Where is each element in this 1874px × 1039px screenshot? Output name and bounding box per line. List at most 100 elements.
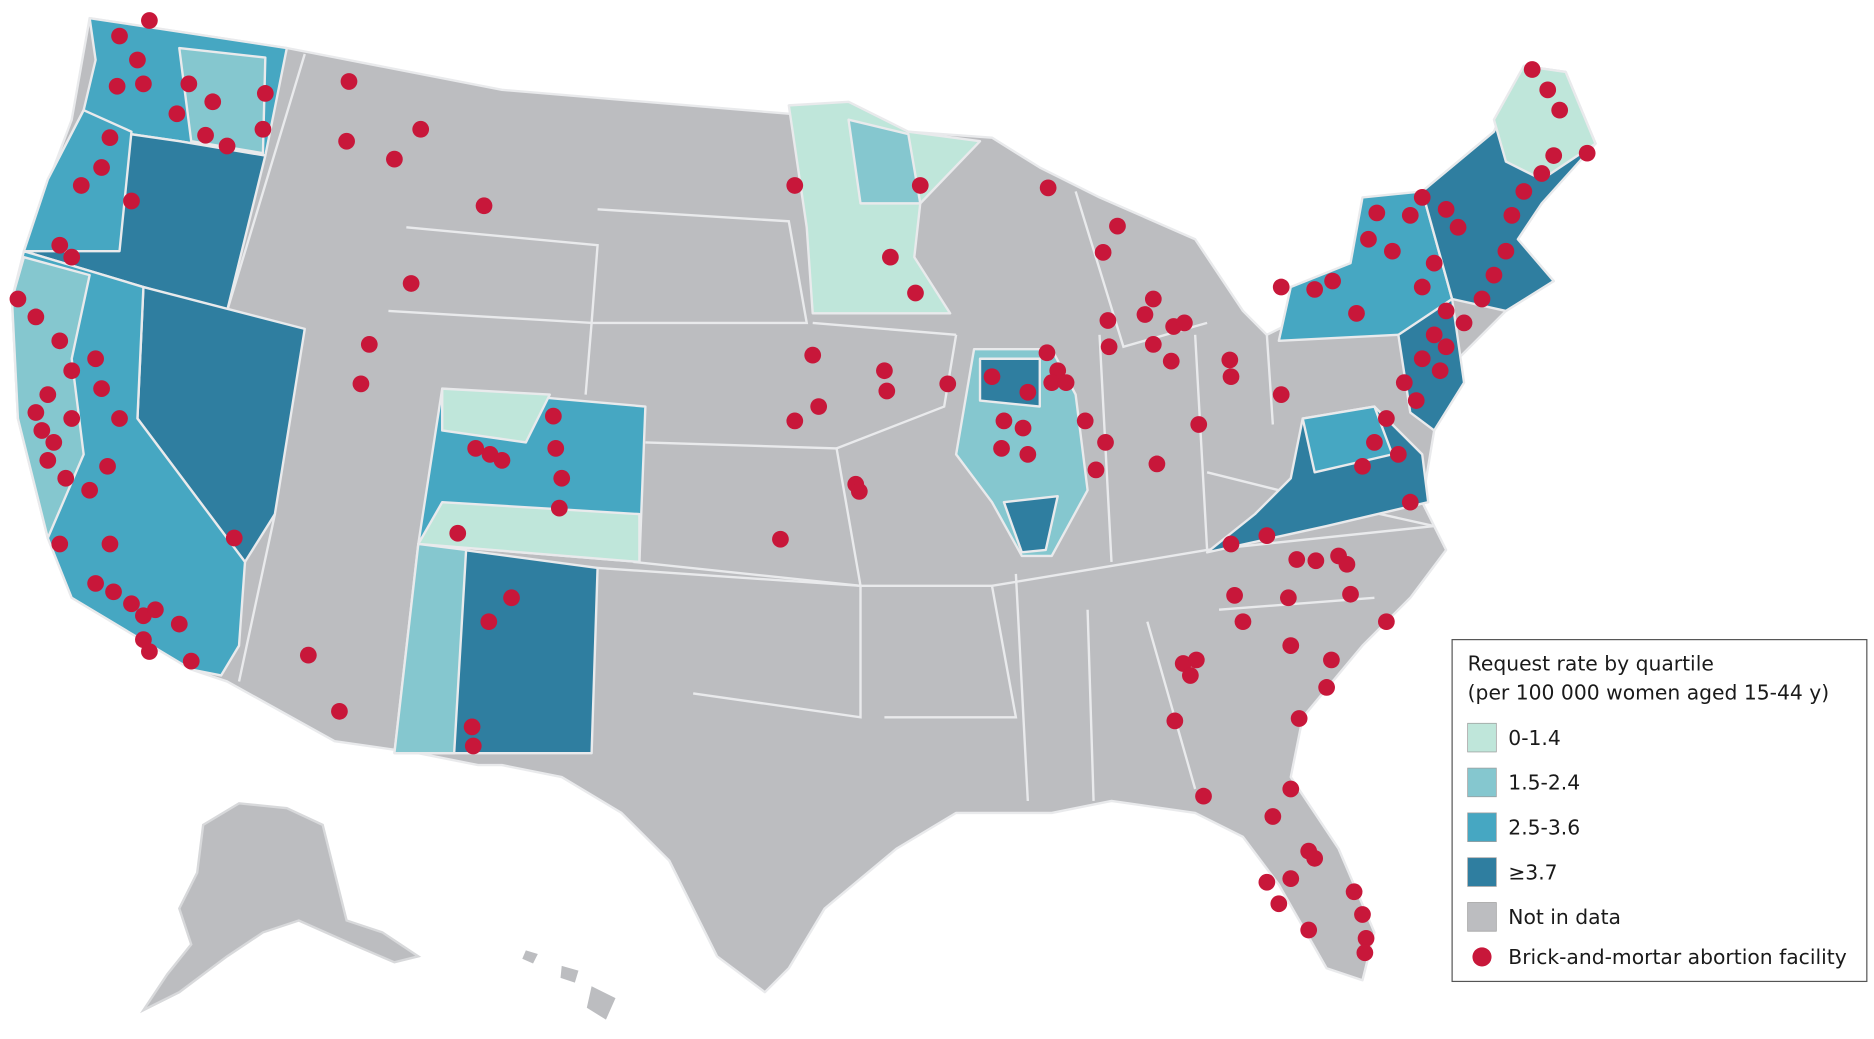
facility-dot	[1523, 61, 1541, 78]
facility-dot	[995, 412, 1013, 430]
alaska	[139, 802, 422, 1014]
facility-dot	[1431, 362, 1449, 380]
facility-dot	[464, 737, 482, 755]
colorado-light	[417, 387, 641, 564]
facility-dot	[1413, 278, 1431, 296]
facility-dot	[1307, 552, 1325, 570]
facility-dot	[147, 601, 164, 619]
facility-dot	[1234, 613, 1252, 631]
facility-dot	[1282, 870, 1300, 888]
facility-dot	[493, 451, 511, 469]
facility-dot	[1280, 589, 1297, 607]
facility-dot	[1039, 179, 1057, 197]
facility-dot	[1354, 457, 1371, 475]
facility-dot	[878, 382, 896, 400]
facility-dot	[111, 27, 128, 45]
facility-dot	[1338, 555, 1356, 573]
facility-dot	[1282, 637, 1300, 654]
facility-dot	[1342, 585, 1359, 603]
facility-dot	[1389, 445, 1407, 463]
facility-dot	[1258, 873, 1276, 891]
facility-dot	[1473, 290, 1491, 308]
facility-dot	[1437, 338, 1455, 356]
facility-dot	[1455, 314, 1473, 332]
facility-dot	[338, 132, 355, 150]
facility-dot	[9, 290, 27, 308]
facility-dot	[197, 126, 214, 144]
legend-swatch	[1467, 857, 1497, 887]
facility-dot	[1318, 679, 1335, 696]
facility-dot	[1221, 351, 1239, 369]
legend-dot	[1472, 947, 1492, 967]
facility-dot	[1288, 551, 1306, 568]
facility-dot	[39, 386, 57, 403]
washington-east	[178, 46, 267, 155]
facility-dot	[93, 380, 110, 397]
facility-dot	[129, 51, 146, 69]
legend: Request rate by quartile (per 100 000 wo…	[1451, 639, 1868, 983]
facility-dot	[1014, 419, 1032, 437]
legend-title: Request rate by quartile	[1468, 652, 1714, 676]
facility-dot	[1190, 416, 1208, 433]
facility-dot	[1378, 613, 1395, 631]
facility-dot	[170, 615, 188, 633]
facility-dot	[27, 404, 45, 421]
facility-dot	[1099, 312, 1117, 329]
land	[9, 12, 1597, 1020]
facility-dot	[1497, 242, 1515, 260]
facility-dot	[1109, 217, 1126, 235]
facility-dot	[1378, 410, 1395, 427]
facility-dot	[1533, 165, 1551, 182]
facility-dot	[99, 457, 116, 475]
facility-dot	[87, 350, 104, 368]
facility-dot	[402, 275, 420, 292]
facility-dot	[1395, 374, 1413, 392]
facility-dot	[412, 120, 430, 138]
facility-dot	[503, 589, 520, 607]
facility-dot	[39, 451, 57, 469]
facility-dot	[1485, 266, 1503, 284]
legend-label: Not in data	[1508, 905, 1621, 929]
facility-dot	[101, 535, 119, 553]
legend-swatch	[1467, 722, 1497, 753]
facility-dot	[81, 481, 99, 499]
legend-swatch	[1467, 812, 1497, 842]
facility-dot	[1425, 254, 1443, 272]
facility-dot	[141, 643, 158, 660]
facility-dot	[1551, 101, 1569, 119]
facility-dot	[254, 120, 272, 138]
facility-dot	[553, 469, 571, 487]
legend-label: ≥3.7	[1508, 860, 1557, 884]
facility-dot	[939, 375, 957, 393]
facility-dot	[27, 308, 45, 326]
facility-dot	[204, 93, 222, 111]
legend-label: 0-1.4	[1508, 726, 1561, 750]
facility-dot	[1300, 921, 1318, 939]
facility-dot	[1437, 200, 1455, 218]
facility-dot	[1306, 849, 1324, 867]
facility-dot	[1323, 651, 1340, 669]
facility-dot	[1401, 206, 1419, 224]
facility-dot	[1222, 535, 1240, 553]
facility-dot	[1195, 787, 1212, 805]
facility-dot	[1437, 302, 1455, 320]
legend-swatch	[1467, 902, 1497, 932]
facility-dot	[1038, 344, 1056, 362]
facility-dot	[1515, 183, 1533, 200]
facility-dot	[1368, 204, 1386, 222]
facility-dot	[105, 583, 122, 601]
facility-dot	[57, 469, 75, 487]
facility-dot	[1425, 326, 1443, 344]
facility-dot	[1136, 306, 1154, 323]
facility-dot	[1272, 386, 1290, 403]
facility-dot	[983, 368, 1001, 386]
facility-dots	[9, 12, 1596, 962]
facility-dot	[1449, 218, 1467, 236]
facility-dot	[1258, 527, 1276, 545]
facility-dot	[340, 73, 358, 90]
facility-dot	[1413, 350, 1431, 368]
facility-dot	[182, 652, 200, 670]
facility-dot	[1019, 383, 1037, 401]
facility-dot	[256, 85, 274, 102]
facility-dot	[123, 192, 140, 210]
